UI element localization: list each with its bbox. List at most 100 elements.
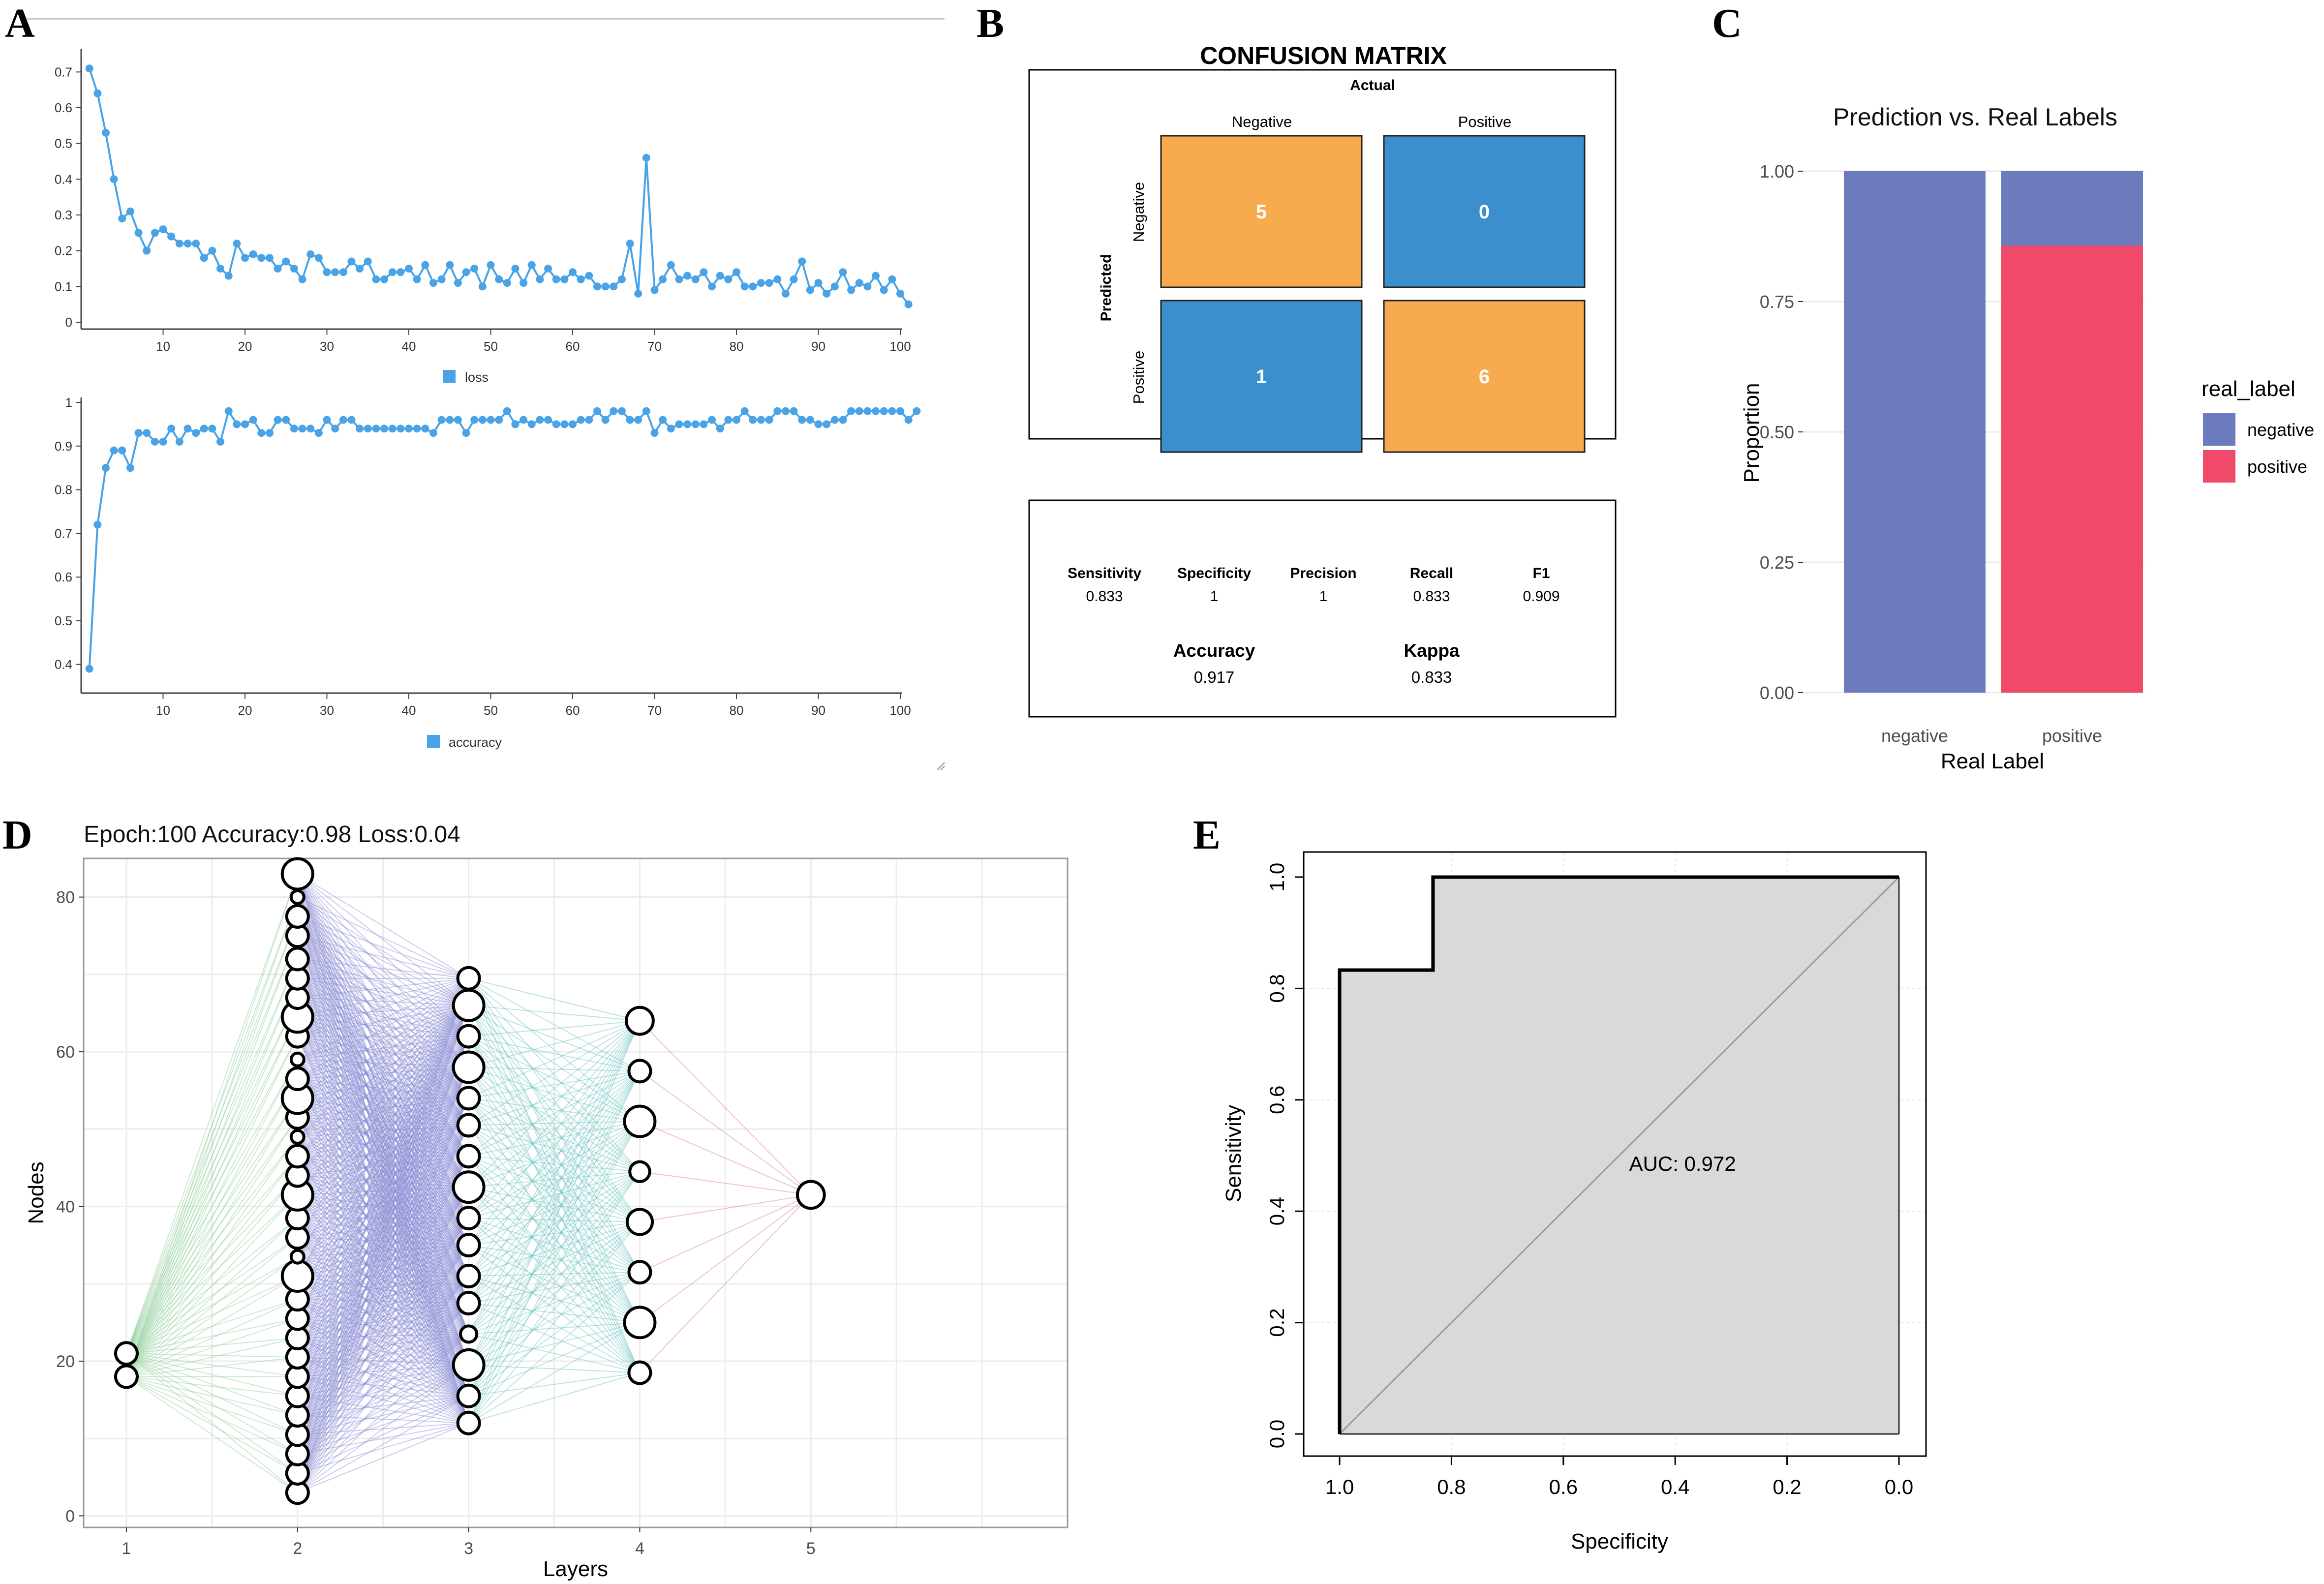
network-edge	[126, 1175, 298, 1354]
network-edge	[297, 1276, 469, 1435]
network-edge	[297, 978, 469, 1277]
network-edge	[297, 977, 469, 1079]
network-edge	[297, 1194, 469, 1366]
data-point	[724, 416, 733, 424]
network-edge	[297, 1005, 469, 1339]
data-point	[667, 425, 675, 433]
network-edge	[297, 935, 469, 1157]
data-point	[298, 275, 306, 283]
network-node	[625, 1208, 654, 1236]
network-edge	[297, 1245, 469, 1319]
network-edge	[468, 1272, 641, 1424]
network-edge	[297, 1422, 469, 1435]
network-edge	[468, 1020, 641, 1246]
network-edge	[468, 1070, 640, 1157]
network-edge	[297, 1097, 469, 1195]
network-edge	[468, 1070, 641, 1366]
data-point	[749, 282, 757, 291]
matrix-cell	[1383, 300, 1586, 453]
network-edge	[126, 1156, 298, 1377]
network-edge	[297, 1156, 469, 1188]
network-edge	[297, 1059, 469, 1335]
network-edge	[297, 1136, 469, 1277]
network-edge	[297, 1256, 469, 1304]
data-point	[757, 279, 765, 287]
data-point	[437, 416, 446, 424]
network-edge	[297, 1218, 469, 1474]
data-point	[577, 416, 585, 424]
data-point	[429, 279, 437, 287]
network-edge	[468, 1121, 641, 1366]
data-point	[880, 286, 888, 294]
network-edge	[126, 1337, 298, 1377]
network-edge	[297, 935, 469, 1006]
network-edge	[297, 1097, 469, 1126]
network-edge	[297, 1066, 469, 1195]
network-edge	[297, 997, 469, 1366]
network-edge	[297, 1218, 469, 1455]
data-point	[520, 416, 528, 424]
network-node	[289, 1249, 306, 1265]
data-point	[478, 416, 487, 424]
network-edge	[297, 1156, 469, 1219]
network-edge	[297, 1066, 469, 1339]
network-node	[285, 1144, 310, 1169]
network-edge	[126, 978, 298, 1354]
network-edge	[297, 1125, 469, 1238]
data-point	[626, 416, 634, 424]
data-point	[487, 261, 495, 269]
network-edge	[468, 1070, 640, 1099]
data-point	[634, 289, 642, 298]
network-edge	[126, 1376, 298, 1474]
network-edge	[297, 1376, 469, 1424]
network-edge	[297, 1187, 469, 1474]
x-tick-label: 1.0	[1325, 1475, 1354, 1498]
network-edge	[468, 1005, 640, 1122]
network-edge	[297, 1097, 469, 1277]
network-edge	[468, 1322, 640, 1397]
y-tick-label: 0.9	[55, 439, 72, 454]
network-edge	[297, 978, 469, 1493]
network-edge	[468, 1221, 640, 1304]
network-edge	[297, 1097, 469, 1335]
network-edge	[297, 896, 469, 1037]
network-edge	[468, 1005, 640, 1022]
network-edge	[297, 897, 469, 1157]
network-edge	[640, 1194, 811, 1222]
network-edge	[297, 1175, 469, 1397]
network-edge	[297, 1194, 469, 1397]
y-axis-title: Proportion	[1740, 383, 1764, 483]
network-edge	[468, 1171, 640, 1188]
resize-grip-icon[interactable]	[936, 762, 946, 771]
data-point	[520, 279, 528, 287]
data-point	[577, 275, 585, 283]
network-edge	[297, 1016, 469, 1157]
network-edge	[297, 1066, 469, 1277]
data-point	[913, 407, 921, 415]
network-edge	[126, 1353, 298, 1474]
network-edge	[297, 1364, 469, 1397]
data-point	[216, 437, 225, 446]
network-edge	[468, 1020, 641, 1366]
network-edge	[297, 874, 469, 1397]
network-edge	[297, 978, 469, 1195]
network-edge	[468, 1187, 641, 1323]
network-edge	[297, 1036, 469, 1137]
network-edge	[297, 1066, 469, 1157]
network-edge	[468, 1364, 640, 1373]
network-edge	[297, 1066, 469, 1319]
legend-swatch	[2203, 413, 2235, 446]
summary-value: 0.917	[1194, 668, 1235, 686]
data-point	[159, 225, 167, 234]
x-tick-label: 90	[811, 703, 826, 718]
network-edge	[297, 1097, 469, 1339]
network-edge	[468, 1066, 640, 1072]
network-edge	[297, 1156, 469, 1176]
data-point	[249, 416, 257, 424]
network-edge	[297, 1156, 469, 1238]
data-point	[536, 275, 544, 283]
data-point	[454, 279, 462, 287]
network-edge	[297, 1078, 469, 1277]
data-point	[659, 416, 667, 424]
network-edge	[468, 1121, 640, 1157]
